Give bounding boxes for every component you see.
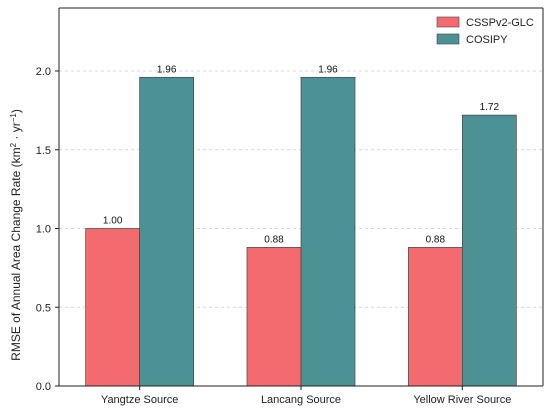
y-tick-label: 2.0 — [36, 66, 51, 78]
data-labels: 1.00 1.96 0.88 1.96 0.88 1.72 — [103, 64, 500, 245]
x-tick-label: Yellow River Source — [413, 394, 511, 406]
bar-value-label: 1.96 — [157, 64, 177, 75]
y-axis-label-sup1: 2 — [9, 142, 18, 147]
bar-csspv2-glc-0 — [85, 228, 141, 387]
legend-label-cosipy: COSIPY — [466, 34, 508, 46]
bar-cosipy-1 — [300, 76, 356, 387]
bar-csspv2-glc-1 — [246, 247, 302, 387]
bar-value-label: 1.72 — [480, 102, 500, 113]
legend-swatch-cosipy — [436, 33, 460, 45]
legend: CSSPv2-GLC COSIPY — [436, 16, 534, 46]
x-tick-label: Lancang Source — [261, 394, 341, 406]
y-tick-label: 0.5 — [36, 302, 51, 314]
bar-value-label: 0.88 — [264, 234, 284, 245]
y-tick-label: 1.0 — [36, 224, 51, 236]
legend-label-csspv2-glc: CSSPv2-GLC — [466, 17, 534, 29]
bar-csspv2-glc-2 — [407, 247, 463, 387]
y-axis-label-sup2: −1 — [9, 113, 18, 123]
bar-value-label: 1.96 — [318, 64, 338, 75]
y-axis-label-mid: · yr — [9, 122, 23, 143]
y-axis-label-suffix: ) — [9, 109, 23, 113]
y-tick-label: 1.5 — [36, 145, 51, 157]
bar-cosipy-2 — [461, 114, 517, 387]
legend-swatch-csspv2-glc — [436, 16, 460, 28]
bar-cosipy-0 — [139, 76, 195, 387]
y-axis-label-prefix: RMSE of Annual Area Change Rate (km — [9, 147, 23, 360]
y-ticks: 0.0 0.5 1.0 1.5 2.0 — [36, 66, 59, 393]
bars — [85, 76, 517, 387]
bar-value-label: 0.88 — [426, 234, 446, 245]
y-axis-label: RMSE of Annual Area Change Rate (km2 · y… — [9, 109, 24, 361]
x-ticks: Yangtze Source Lancang Source Yellow River… — [101, 386, 511, 406]
x-tick-label: Yangtze Source — [101, 394, 178, 406]
bar-value-label: 1.00 — [103, 216, 123, 227]
y-tick-label: 0.0 — [36, 381, 51, 393]
